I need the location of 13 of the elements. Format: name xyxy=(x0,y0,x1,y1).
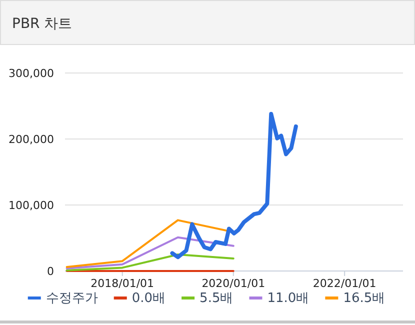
y-tick-label: 0 xyxy=(47,265,54,278)
legend-label: 5.5배 xyxy=(200,291,234,306)
y-tick-label: 200,000 xyxy=(8,133,54,146)
chart-title: PBR 차트 xyxy=(12,16,72,32)
x-tick-label: 2022/01/01 xyxy=(312,277,376,290)
legend-label: 16.5배 xyxy=(343,291,386,306)
legend-label: 11.0배 xyxy=(267,291,310,306)
x-tick-label: 2018/01/01 xyxy=(90,277,154,290)
legend-label: 0.0배 xyxy=(132,291,166,306)
y-tick-label: 300,000 xyxy=(8,67,54,80)
legend-label: 수정주가 xyxy=(46,291,98,306)
x-tick-label: 2020/01/01 xyxy=(202,277,266,290)
y-tick-label: 100,000 xyxy=(8,199,54,212)
